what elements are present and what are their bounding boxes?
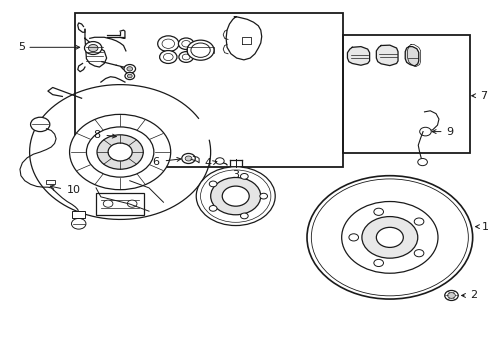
Circle shape	[164, 53, 173, 60]
Circle shape	[187, 40, 214, 60]
Circle shape	[162, 39, 174, 48]
Circle shape	[420, 127, 431, 136]
Circle shape	[307, 176, 473, 299]
Circle shape	[241, 174, 248, 179]
Circle shape	[30, 117, 50, 132]
Text: 3: 3	[232, 170, 239, 180]
Circle shape	[260, 193, 268, 199]
Circle shape	[414, 218, 424, 225]
Circle shape	[127, 74, 132, 78]
Circle shape	[209, 206, 217, 211]
Circle shape	[72, 219, 86, 229]
Polygon shape	[376, 45, 398, 66]
Circle shape	[349, 234, 359, 241]
Circle shape	[182, 41, 191, 47]
Circle shape	[160, 50, 177, 63]
Bar	[72, 211, 85, 218]
Circle shape	[374, 259, 384, 266]
Circle shape	[342, 202, 438, 273]
Circle shape	[414, 249, 424, 257]
Circle shape	[209, 181, 217, 187]
Text: 7: 7	[480, 91, 487, 101]
Circle shape	[362, 217, 418, 258]
Text: 9: 9	[447, 127, 454, 136]
Circle shape	[158, 36, 179, 51]
Circle shape	[200, 170, 271, 222]
Circle shape	[88, 44, 98, 51]
Circle shape	[127, 200, 137, 207]
Circle shape	[374, 208, 384, 215]
Text: 2: 2	[470, 291, 477, 301]
Circle shape	[182, 153, 196, 163]
Circle shape	[86, 127, 154, 177]
Text: 5: 5	[18, 42, 25, 52]
Text: 1: 1	[482, 222, 490, 231]
Circle shape	[127, 67, 133, 71]
Polygon shape	[405, 46, 419, 66]
Text: 4: 4	[204, 158, 212, 168]
Circle shape	[97, 135, 143, 169]
Circle shape	[70, 114, 171, 190]
Bar	[75, 13, 343, 167]
Circle shape	[124, 64, 136, 73]
Circle shape	[196, 167, 275, 226]
Polygon shape	[347, 46, 369, 65]
Bar	[47, 180, 55, 184]
Circle shape	[179, 51, 194, 62]
Circle shape	[222, 186, 249, 206]
Circle shape	[191, 43, 210, 57]
Circle shape	[211, 177, 261, 215]
Circle shape	[241, 213, 248, 219]
Circle shape	[185, 156, 192, 161]
Circle shape	[445, 291, 458, 301]
Bar	[96, 193, 144, 215]
Circle shape	[108, 143, 132, 161]
Circle shape	[84, 41, 102, 54]
Circle shape	[182, 54, 190, 60]
Circle shape	[103, 200, 113, 207]
Circle shape	[376, 227, 403, 247]
Text: 6: 6	[152, 157, 160, 167]
Bar	[343, 35, 470, 153]
Circle shape	[311, 179, 468, 296]
Circle shape	[178, 38, 194, 49]
Text: 10: 10	[67, 185, 81, 195]
Circle shape	[125, 72, 135, 80]
Circle shape	[448, 293, 455, 298]
Circle shape	[216, 158, 224, 164]
Text: 8: 8	[94, 130, 101, 140]
Circle shape	[418, 158, 427, 166]
